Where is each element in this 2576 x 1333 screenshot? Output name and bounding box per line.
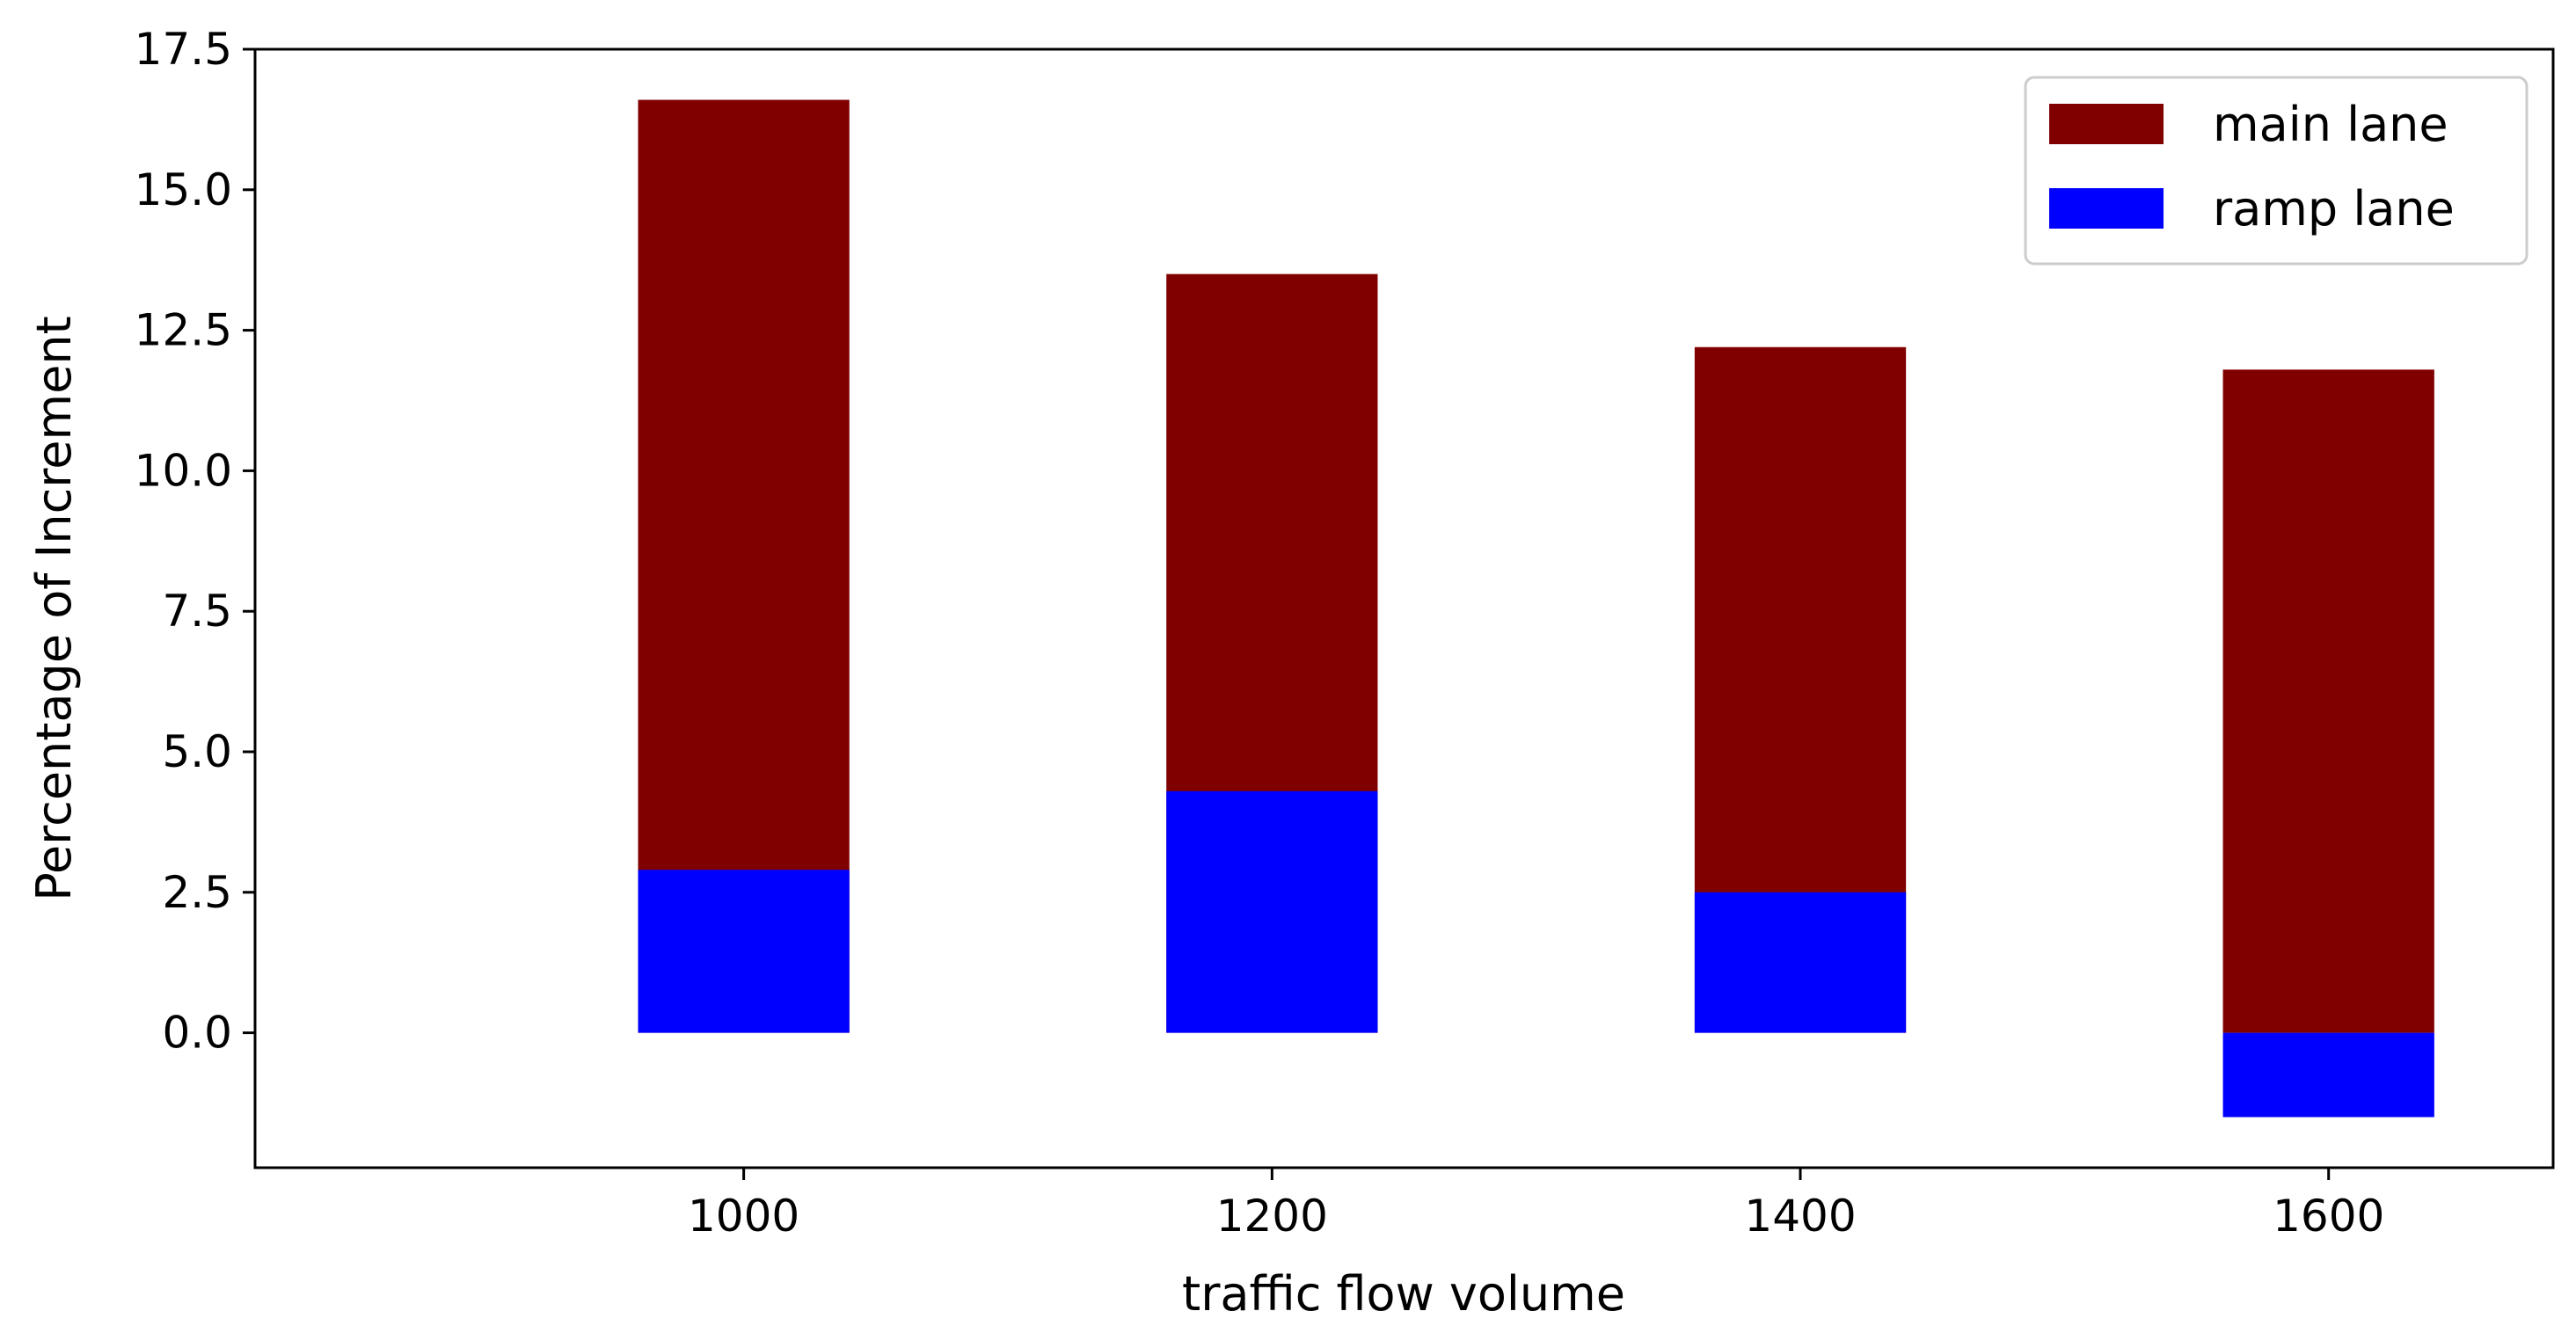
y-tick-label: 5.0: [162, 726, 232, 777]
y-tick-label: 0.0: [162, 1008, 232, 1059]
plot-frame: [253, 47, 2555, 1169]
x-tick-label: 1600: [2273, 1191, 2384, 1242]
x-tick-label: 1200: [1216, 1191, 1328, 1242]
legend-label-main-lane: main lane: [2213, 97, 2448, 152]
y-tick-label: 15.0: [135, 164, 232, 215]
x-tick-label: 1400: [1744, 1191, 1856, 1242]
y-tick-label: 2.5: [162, 867, 232, 918]
y-axis: 0.0 2.5 5.0 7.5 10.0 12.5 15.0 17.5: [135, 24, 255, 1059]
y-tick-label: 17.5: [135, 24, 232, 75]
bar-ramp-lane-1200: [1166, 790, 1378, 1033]
bar-main-lane-1600: [2222, 369, 2434, 1033]
y-axis-label: Percentage of Increment: [26, 316, 82, 900]
legend-swatch-main-lane: [2049, 104, 2164, 144]
x-axis-label: traffic flow volume: [1182, 1266, 1625, 1322]
bar-ramp-lane-1000: [638, 870, 850, 1033]
legend-swatch-ramp-lane: [2049, 188, 2164, 229]
legend: main lane ramp lane: [2024, 76, 2529, 266]
bars: [638, 99, 2434, 1118]
y-tick-label: 10.0: [135, 445, 232, 496]
legend-label-ramp-lane: ramp lane: [2213, 181, 2455, 237]
bar-ramp-lane-1600: [2222, 1032, 2434, 1118]
x-axis: 1000 1200 1400 1600: [688, 1168, 2384, 1242]
y-tick-label: 12.5: [135, 305, 232, 356]
bar-ramp-lane-1400: [1694, 892, 1907, 1033]
y-tick-label: 7.5: [162, 586, 232, 637]
x-tick-label: 1000: [688, 1191, 799, 1242]
